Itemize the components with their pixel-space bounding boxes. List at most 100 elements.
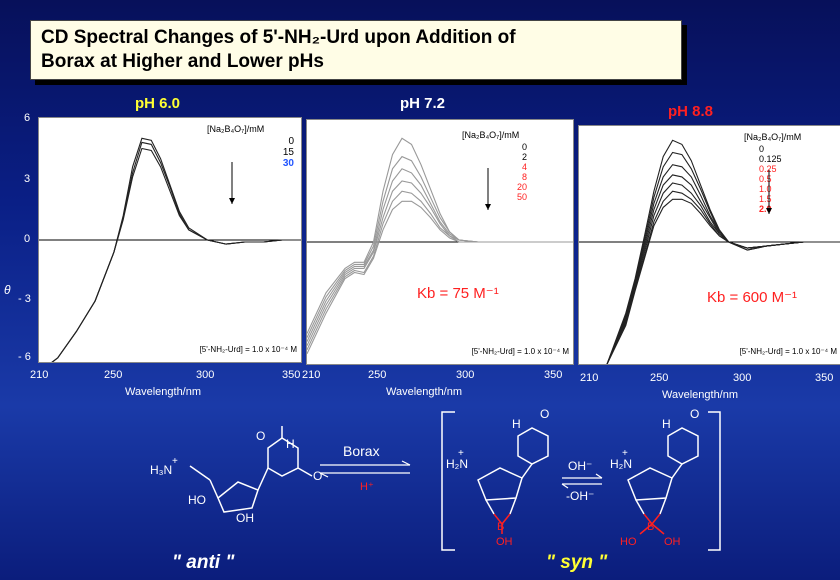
- right-bracket: [708, 411, 721, 551]
- series-line-50: [306, 200, 573, 355]
- anti-label: " anti ": [172, 552, 235, 573]
- legend-item: 2.0: [759, 204, 772, 214]
- series-line-2.0: [606, 198, 840, 365]
- y-axis-label: θ: [4, 283, 11, 297]
- x-tick: 300: [196, 369, 215, 381]
- x-tick: 250: [368, 369, 387, 381]
- legend-item: 15: [283, 147, 295, 158]
- series-line-0: [306, 137, 573, 334]
- borate-1: [493, 513, 511, 534]
- concentration-note: [5'-NH₂-Urd] = 1.0 x 10⁻⁴ M: [200, 345, 298, 354]
- left-bracket: [441, 411, 455, 551]
- y-tick-6: 6: [24, 112, 31, 124]
- legend-item: 50: [517, 192, 527, 202]
- legend-item: 0: [288, 136, 294, 147]
- oh-label: OH: [496, 536, 513, 548]
- x-tick: 300: [733, 372, 752, 384]
- legend-item: 4: [522, 162, 527, 172]
- plus-label: +: [622, 448, 628, 459]
- title-line-2: Borax at Higher and Lower pHs: [41, 51, 324, 72]
- legend-item: 0.25: [759, 164, 777, 174]
- b-label: B: [497, 521, 504, 533]
- y-tick-minus6: - 6: [18, 351, 31, 363]
- borax-label: Borax: [343, 443, 380, 459]
- trend-arrowhead: [229, 198, 235, 204]
- legend-item: 0: [522, 142, 527, 152]
- syn-structure-1: [477, 427, 549, 515]
- legend-item: 0.125: [759, 154, 782, 164]
- legend-item: 2: [522, 152, 527, 162]
- x-tick: 210: [580, 372, 599, 384]
- h-label: H: [512, 417, 521, 431]
- legend-item: 20: [517, 182, 527, 192]
- x-tick: 350: [544, 369, 563, 381]
- x-axis-label: Wavelength/nm: [386, 386, 463, 398]
- x-tick: 350: [282, 369, 301, 381]
- chart-panel-ph88: [Na₂B₄O₇]/mM 0 0.125 0.25 0.5 1.0 1.5 2.0 [5'-NH…: [578, 125, 840, 365]
- o-label: O: [256, 429, 265, 443]
- legend-item: 30: [283, 158, 295, 169]
- x-tick: 350: [815, 372, 834, 384]
- series-line-1.5: [606, 190, 840, 365]
- ph-label-3: pH 8.8: [668, 103, 714, 120]
- y-tick-0: 0: [24, 233, 31, 245]
- series-line-2: [306, 155, 573, 338]
- title-box: CD Spectral Changes of 5'-NH₂-Urd upon A…: [30, 20, 682, 80]
- ph-label-2: pH 7.2: [400, 95, 446, 112]
- legend-header: [Na₂B₄O₇]/mM: [462, 130, 519, 140]
- oh-label: OH: [664, 536, 681, 548]
- series-line-4: [306, 168, 573, 342]
- series-line-8: [306, 180, 573, 346]
- x-tick: 300: [456, 369, 475, 381]
- series-line-20: [306, 190, 573, 351]
- h2n-label: H₂N: [610, 457, 632, 471]
- syn-label: " syn ": [546, 552, 608, 573]
- series-line-30: [38, 147, 301, 373]
- x-tick: 210: [30, 369, 49, 381]
- legend-header: [Na₂B₄O₇]/mM: [744, 132, 801, 142]
- legend-item: 1.0: [759, 184, 772, 194]
- binding-constant: Kb = 75 M⁻¹: [417, 285, 499, 302]
- h2n-label: H₂N: [446, 457, 468, 471]
- ph-label-1: pH 6.0: [135, 95, 181, 112]
- o-label: O: [313, 469, 322, 483]
- chart-panel-ph72: [Na₂B₄O₇]/mM 0 2 4 8 20 50 [5'-NH₂-Urd] = 1.0 x…: [306, 119, 574, 365]
- chart-panel-ph6: [Na₂B₄O₇]/mM 0 15 30 [5'-NH₂-Urd] = 1.0 x 10…: [38, 117, 302, 373]
- oh-label: OH: [236, 511, 254, 525]
- o-label: O: [690, 407, 699, 421]
- syn-structure-2: [627, 427, 699, 515]
- o-label: O: [540, 407, 549, 421]
- x-tick: 250: [650, 372, 669, 384]
- x-tick: 250: [104, 369, 123, 381]
- ho-label: HO: [188, 493, 206, 507]
- minus-oh-label: -OH⁻: [566, 489, 594, 503]
- concentration-note: [5'-NH₂-Urd] = 1.0 x 10⁻⁴ M: [740, 347, 838, 356]
- legend-header: [Na₂B₄O₇]/mM: [207, 124, 264, 134]
- anti-structure: [189, 426, 313, 513]
- reaction-scheme: H₃N + HO OH O H O Borax H⁺ H₂N + OH B H …: [150, 407, 721, 551]
- ho-label: HO: [620, 536, 637, 548]
- h3n-label: H₃N: [150, 463, 172, 477]
- h-label: H: [662, 417, 671, 431]
- equilibrium-arrow: [319, 460, 411, 478]
- oh-minus-label: OH⁻: [568, 459, 592, 473]
- h-plus-label: H⁺: [360, 481, 374, 493]
- plus-label: +: [458, 448, 464, 459]
- borate-2: [639, 513, 665, 535]
- y-tick-3: 3: [24, 173, 31, 185]
- legend-item: 8: [522, 172, 527, 182]
- y-tick-minus3: - 3: [18, 293, 31, 305]
- binding-constant: Kb = 600 M⁻¹: [707, 289, 797, 306]
- trend-arrowhead: [766, 208, 772, 214]
- x-axis-label: Wavelength/nm: [125, 386, 202, 398]
- oh-equilibrium-arrow: [561, 473, 603, 489]
- series-line-1.0: [606, 182, 840, 365]
- legend-item: 1.5: [759, 194, 772, 204]
- trend-arrowhead: [485, 204, 491, 210]
- plus-label: +: [172, 456, 178, 467]
- x-tick: 210: [302, 369, 321, 381]
- legend-item: 0: [759, 144, 764, 154]
